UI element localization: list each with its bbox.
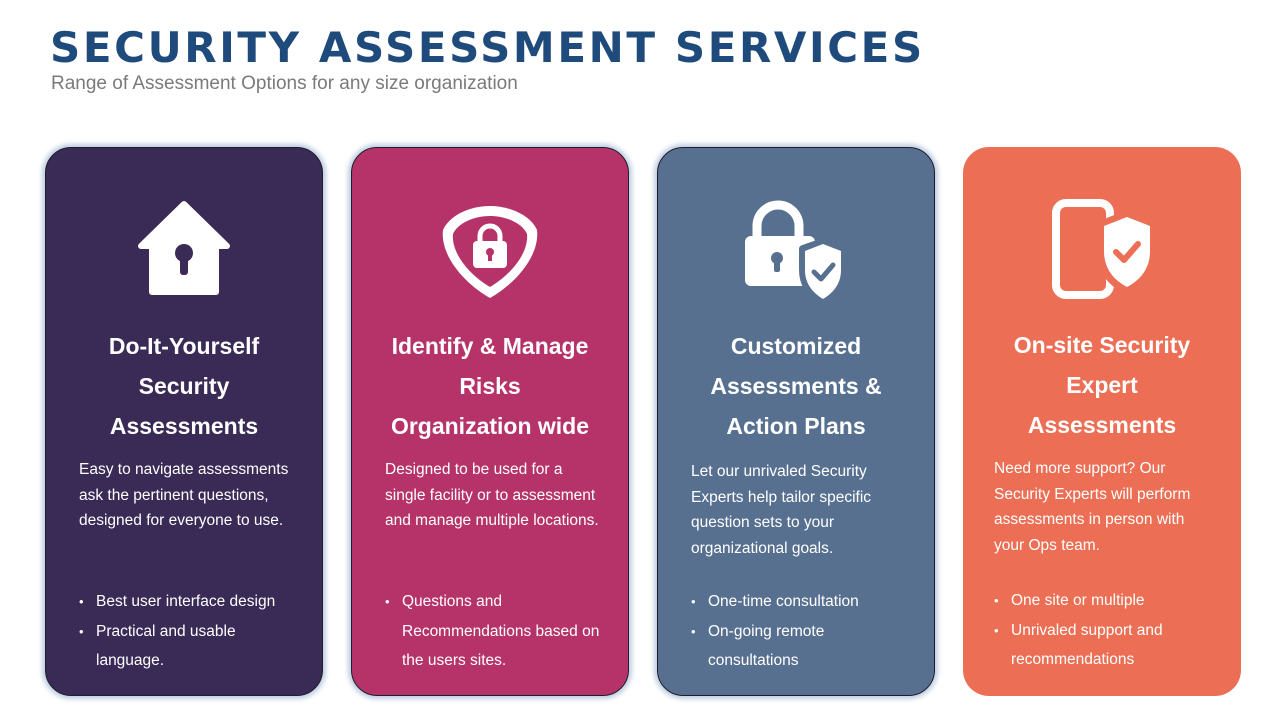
list-item: Unrivaled support and recommendations — [994, 616, 1221, 675]
card-identify-manage-risks: Identify & Manage Risks Organization wid… — [351, 147, 629, 696]
page-title: SECURITY ASSESSMENT SERVICES — [50, 23, 925, 72]
card-bullets: One-time consultation On-going remote co… — [691, 587, 914, 676]
card-title: Identify & Manage Risks Organization wid… — [390, 333, 590, 439]
shield-lock-icon — [435, 196, 545, 306]
list-item: Best user interface design — [79, 587, 302, 617]
card-bullets: Questions and Recommendations based on t… — [385, 587, 608, 676]
card-customized-assessments: Customized Assessments & Action Plans Le… — [657, 147, 935, 696]
card-description: Designed to be used for a single facilit… — [385, 461, 599, 529]
card-title: Do-It-Yourself Security Assessments — [108, 333, 260, 439]
phone-shield-check-icon — [1047, 195, 1157, 305]
list-item: One-time consultation — [691, 587, 914, 617]
card-title: On-site Security Expert Assessments — [1013, 332, 1191, 438]
card-bullets: One site or multiple Unrivaled support a… — [994, 586, 1221, 675]
list-item: One site or multiple — [994, 586, 1221, 616]
list-item: Questions and Recommendations based on t… — [385, 587, 608, 676]
card-title: Customized Assessments & Action Plans — [710, 333, 882, 439]
page-subtitle: Range of Assessment Options for any size… — [51, 73, 518, 94]
card-description: Easy to navigate assessments ask the per… — [79, 461, 289, 529]
list-item: Practical and usable language. — [79, 617, 302, 676]
card-onsite-assessments: On-site Security Expert Assessments Need… — [963, 147, 1241, 696]
list-item: On-going remote consultations — [691, 617, 914, 676]
card-description: Need more support? Our Security Experts … — [994, 460, 1191, 554]
house-keyhole-icon — [129, 196, 239, 306]
card-bullets: Best user interface design Practical and… — [79, 587, 302, 676]
card-diy-assessments: Do-It-Yourself Security Assessments Easy… — [45, 147, 323, 696]
card-description: Let our unrivaled Security Experts help … — [691, 463, 872, 557]
padlock-shield-check-icon — [741, 196, 851, 306]
